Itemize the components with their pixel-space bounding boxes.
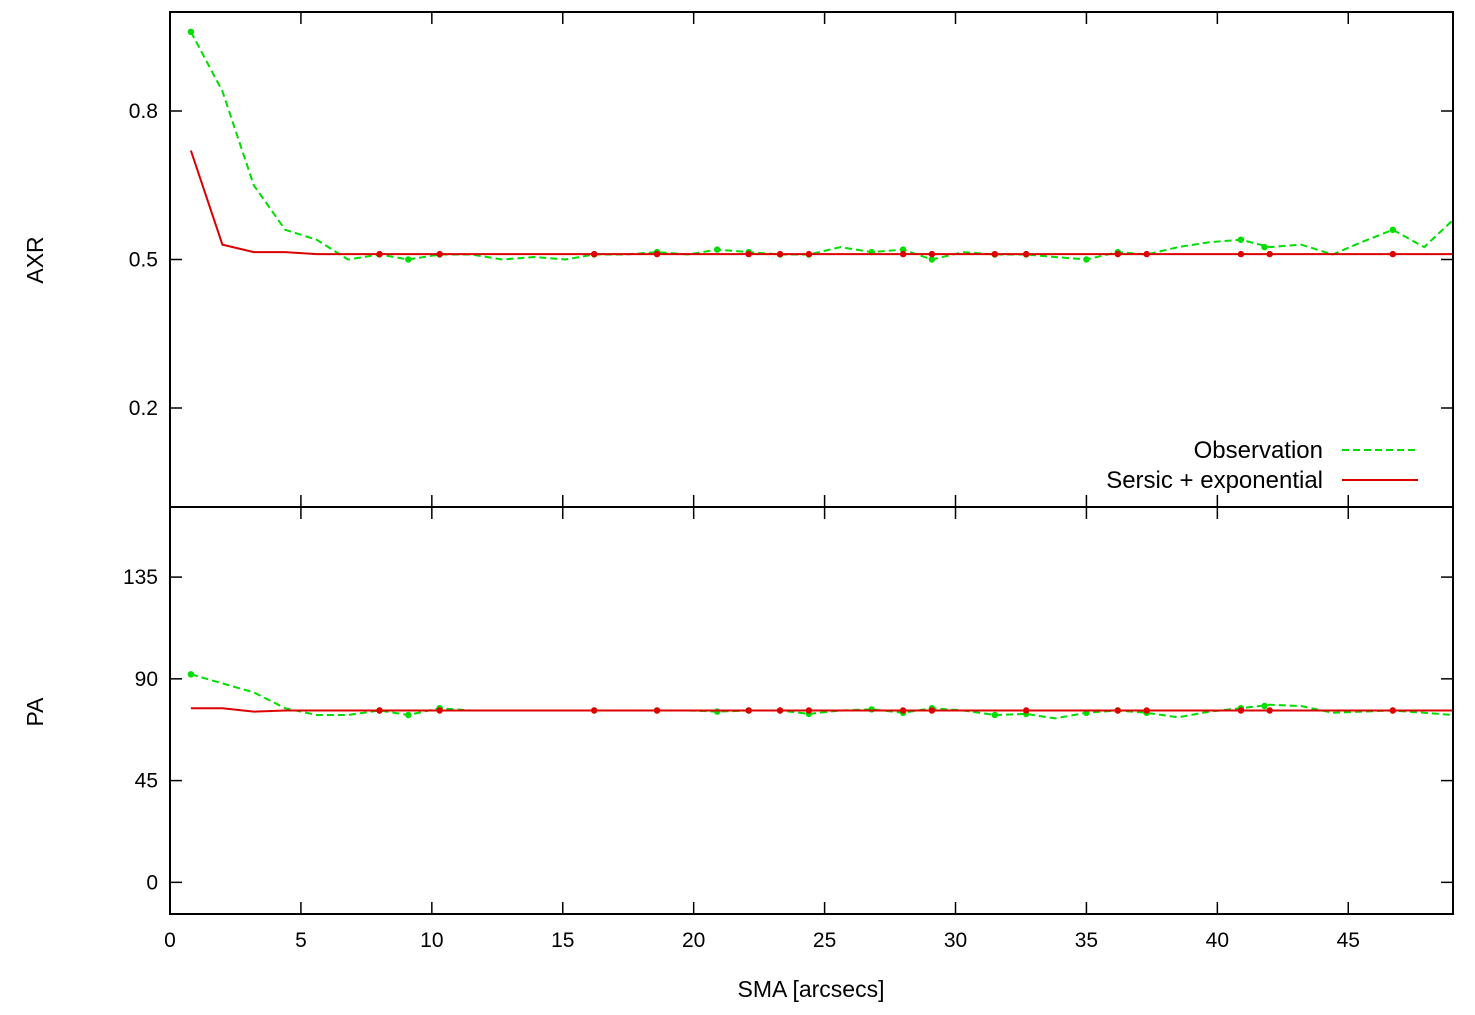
axr-curves — [187, 28, 1454, 263]
axr-model-point — [436, 250, 443, 258]
x-axis-title: SMA [arcsecs] — [738, 976, 885, 1002]
axr-observation-point — [1261, 243, 1268, 251]
axr-model-point — [1389, 250, 1397, 258]
pa-model-point — [1143, 707, 1150, 714]
x-tick-label: 25 — [813, 929, 836, 952]
axr-model-point — [805, 250, 813, 258]
axr-observation-line — [190, 31, 1454, 261]
axr-model-point — [1237, 250, 1245, 258]
pa-ticks: 0 45 90 135 0 5 10 15 20 25 30 35 40 45 — [123, 507, 1453, 952]
pa-model-point — [653, 707, 661, 714]
axr-model-point — [1143, 250, 1150, 258]
axr-model-point — [653, 250, 661, 258]
legend-label-model: Sersic + exponential — [1106, 467, 1323, 494]
pa-ytick-label: 0 — [146, 871, 158, 894]
axr-model-point — [991, 250, 998, 258]
pa-observation-point — [1261, 702, 1268, 710]
x-tick-label: 30 — [944, 929, 967, 952]
pa-model-point — [1022, 707, 1030, 714]
pa-ylabel: PA — [22, 697, 48, 727]
x-tick-label: 35 — [1075, 929, 1098, 952]
pa-curves — [187, 671, 1454, 720]
pa-model-point — [1266, 707, 1273, 714]
axr-ticks: 0.2 0.5 0.8 — [129, 12, 1453, 507]
pa-ytick-label: 45 — [135, 770, 158, 793]
pa-model-point — [776, 707, 784, 714]
x-tick-label: 5 — [295, 929, 307, 952]
pa-model-point — [591, 707, 598, 714]
axr-model-point — [1114, 250, 1122, 258]
axr-panel: 0.2 0.5 0.8 AXR Observation Sersic + expon… — [22, 11, 1454, 508]
axr-model-line — [189, 150, 1453, 256]
axr-observation-point — [899, 246, 907, 253]
axr-model-point — [928, 250, 936, 258]
x-tick-label: 15 — [551, 929, 574, 952]
pa-model-point — [1114, 707, 1122, 714]
pa-model-point — [1237, 707, 1245, 714]
axr-observation-point — [1389, 226, 1397, 233]
axr-model-point — [591, 250, 598, 258]
axr-observation-point — [928, 256, 936, 263]
axr-model-point — [776, 250, 784, 258]
pa-observation-point — [868, 706, 875, 713]
pa-model-point — [1389, 707, 1397, 714]
pa-observation-line — [190, 673, 1454, 720]
axr-observation-point — [187, 28, 195, 35]
axr-model-point — [745, 250, 752, 258]
legend-label-observation: Observation — [1194, 437, 1323, 464]
axr-ytick-label: 0.5 — [129, 249, 158, 272]
axr-observation-point — [1083, 256, 1090, 263]
pa-observation-point — [187, 671, 195, 678]
axr-model-point — [1022, 250, 1030, 258]
pa-ytick-label: 135 — [123, 566, 158, 589]
pa-observation-point — [714, 708, 721, 715]
pa-model-point — [436, 707, 443, 714]
x-tick-label: 10 — [420, 929, 443, 952]
pa-model-point — [805, 707, 813, 714]
pa-plot-frame — [169, 506, 1454, 915]
axr-ytick-label: 0.8 — [129, 100, 158, 123]
x-tick-label: 45 — [1337, 929, 1360, 952]
pa-observation-point — [405, 711, 412, 719]
axr-observation-point — [405, 256, 412, 263]
pa-model-point — [899, 707, 907, 714]
pa-panel: 0 45 90 135 0 5 10 15 20 25 30 35 40 45 PA SMA [arcse… — [22, 506, 1454, 1002]
pa-ytick-label: 90 — [135, 668, 158, 691]
axr-observation-point — [714, 246, 721, 253]
pa-model-point — [376, 707, 383, 714]
axr-ylabel: AXR — [22, 236, 48, 283]
pa-model-point — [928, 707, 936, 714]
x-tick-label: 20 — [682, 929, 705, 952]
x-tick-label: 40 — [1206, 929, 1229, 952]
axr-model-point — [376, 250, 383, 258]
pa-observation-point — [991, 711, 998, 719]
legend: Observation Sersic + exponential — [1106, 437, 1418, 494]
pa-model-line — [190, 707, 1453, 713]
axr-model-point — [899, 250, 907, 258]
axr-model-point — [1266, 250, 1273, 258]
axr-observation-point — [1237, 236, 1245, 243]
axr-ytick-label: 0.2 — [129, 397, 158, 420]
x-tick-label: 0 — [164, 929, 176, 952]
pa-model-point — [745, 707, 752, 714]
